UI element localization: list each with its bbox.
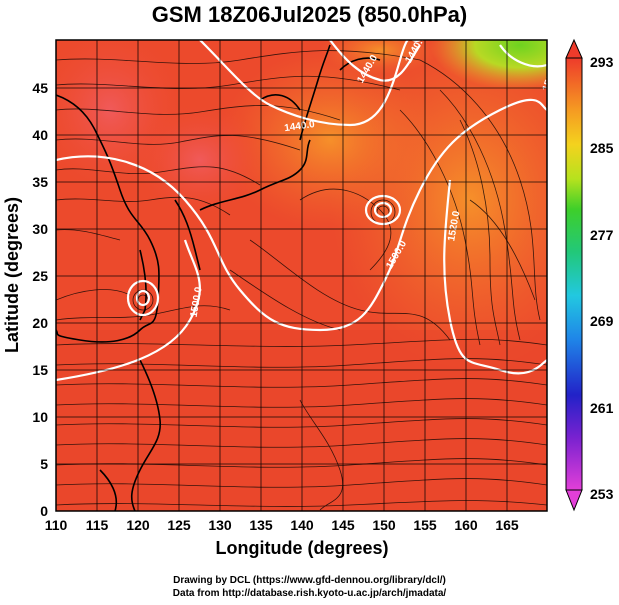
credit-line-drawing: Drawing by DCL (https://www.gfd-dennou.o… [173, 575, 446, 586]
plot-frame [55, 39, 548, 512]
contour-label: 1500.0 [189, 286, 205, 318]
y-axis: 0 5 10 15 20 25 30 35 40 45 Latitude (de… [2, 80, 48, 519]
x-tick-label: 115 [86, 517, 109, 533]
y-tick-label: 20 [32, 315, 48, 331]
colorbar-bar [565, 57, 583, 491]
grid-lines [56, 40, 547, 511]
colorbar-tick-label: 253 [590, 486, 614, 502]
x-tick-label: 160 [454, 517, 478, 533]
y-tick-label: 30 [32, 221, 48, 237]
y-tick-label: 40 [32, 127, 48, 143]
colorbar-tick-label: 285 [590, 140, 614, 156]
x-tick-label: 155 [413, 517, 437, 533]
x-tick-label: 150 [372, 517, 396, 533]
y-tick-label: 10 [32, 409, 48, 425]
colorbar-tick-label: 261 [590, 400, 614, 416]
colorbar: 253 261 269 277 285 293 [565, 38, 614, 512]
x-tick-label: 130 [208, 517, 232, 533]
height-contours [56, 40, 547, 382]
x-tick-label: 140 [290, 517, 314, 533]
y-axis-label: Latitude (degrees) [2, 197, 22, 353]
coastlines [56, 44, 381, 511]
y-tick-label: 25 [32, 268, 48, 284]
x-tick-label: 165 [495, 517, 519, 533]
y-tick-label: 0 [40, 503, 48, 519]
map-title: GSM 18Z06Jul2025 (850.0hPa) [151, 2, 468, 27]
x-tick-label: 125 [167, 517, 191, 533]
contour-label: 1520.0 [446, 210, 462, 242]
colorbar-bottom-arrow [565, 489, 583, 512]
x-tick-label: 145 [331, 517, 355, 533]
x-axis-label: Longitude (degrees) [215, 538, 388, 558]
x-axis: 110 115 120 125 130 135 140 145 150 155 … [45, 517, 519, 558]
y-tick-label: 35 [32, 174, 48, 190]
x-tick-label: 135 [249, 517, 273, 533]
contour-label: 1440.0 [284, 119, 316, 134]
credits: Drawing by DCL (https://www.gfd-dennou.o… [0, 574, 619, 600]
colorbar-tick-label: 277 [590, 227, 614, 243]
y-tick-label: 5 [40, 456, 48, 472]
colorbar-top-arrow [565, 38, 583, 59]
x-tick-label: 120 [126, 517, 150, 533]
y-tick-label: 15 [32, 362, 48, 378]
credit-line-data: Data from http://database.rish.kyoto-u.a… [172, 588, 447, 599]
colorbar-tick-label: 293 [590, 54, 614, 70]
y-tick-label: 45 [32, 80, 48, 96]
x-tick-label: 110 [45, 517, 68, 533]
colorbar-tick-label: 269 [590, 313, 614, 329]
